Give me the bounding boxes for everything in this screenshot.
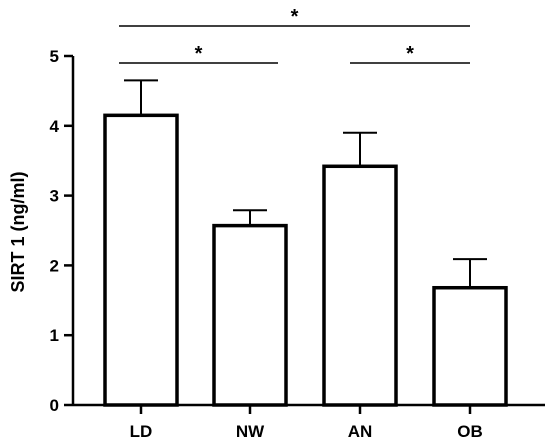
significance-star: * xyxy=(195,43,203,65)
y-axis: 0 1 2 3 4 5 xyxy=(50,47,75,415)
significance-markers: * * * xyxy=(119,6,470,65)
x-axis: LD NW AN OB xyxy=(73,403,545,441)
x-tick-label: LD xyxy=(130,422,153,441)
bar-ld xyxy=(103,113,179,407)
y-tick-label: 3 xyxy=(50,187,59,206)
bars xyxy=(103,113,508,407)
y-tick-label: 4 xyxy=(50,117,60,136)
y-tick-label: 5 xyxy=(50,47,59,66)
y-tick-label: 2 xyxy=(50,256,59,275)
x-tick-label: OB xyxy=(457,422,483,441)
error-bars xyxy=(124,79,487,288)
x-tick-label: NW xyxy=(236,422,265,441)
bar-nw xyxy=(212,223,288,407)
y-tick-label: 0 xyxy=(50,396,59,415)
x-tick-label: AN xyxy=(348,422,373,441)
significance-star: * xyxy=(406,43,414,65)
y-axis-label: SIRT 1 (ng/ml) xyxy=(8,171,28,292)
significance-star: * xyxy=(291,6,299,28)
bar-ob xyxy=(432,285,508,407)
y-tick-label: 1 xyxy=(50,326,59,345)
bar-an xyxy=(322,164,398,407)
